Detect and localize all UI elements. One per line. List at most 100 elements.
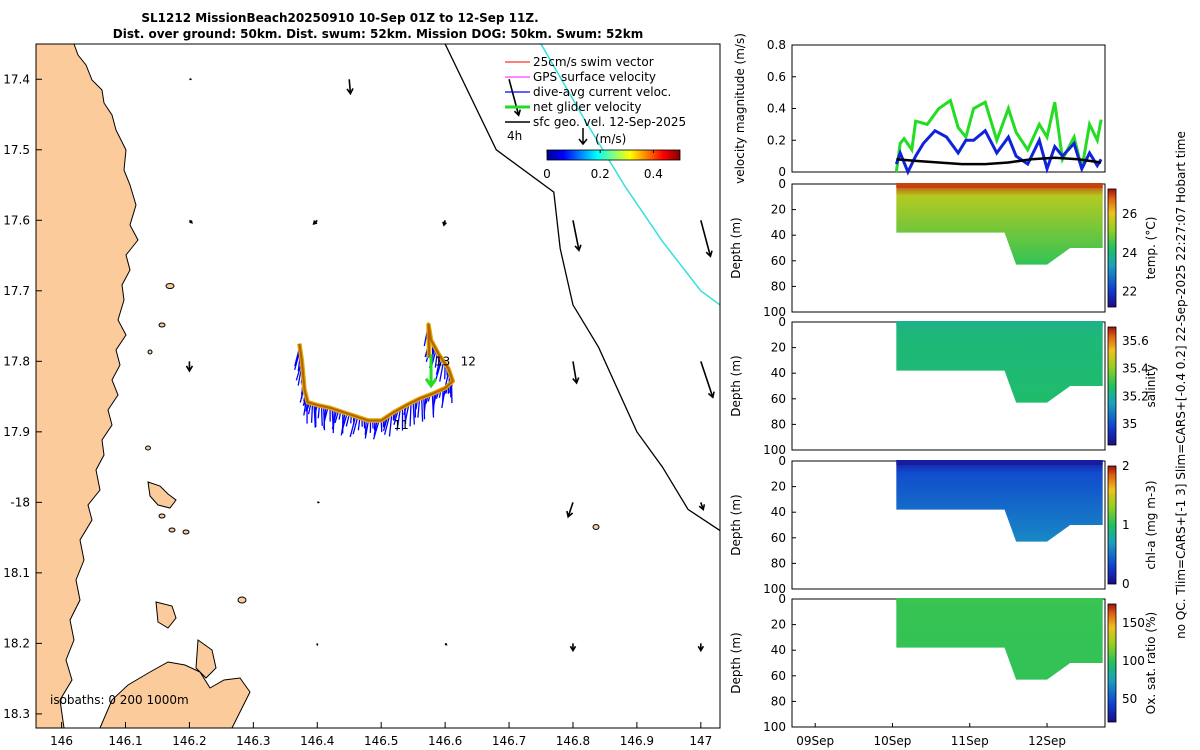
profile-colorbar (1107, 603, 1117, 723)
title-line1: SL1212 MissionBeach20250910 10-Sep 01Z t… (141, 11, 538, 25)
map-y-ticks: 17.4 17.5 17.6 17.7 17.8 17.9 -18 18.1 18.2 18.3 (3, 72, 42, 721)
island-7 (158, 513, 166, 519)
profile-y-tick-label: 80 (771, 556, 786, 570)
colorbar-tick-label: 100 (1122, 654, 1145, 668)
geo-vector-4 (442, 220, 447, 227)
colorbar-tick-label: 26 (1122, 207, 1137, 221)
geo-vector-2 (508, 79, 522, 117)
island-8 (168, 527, 176, 533)
map-panel: 11 12 13 25cm/s swim vector GPS surface ve… (3, 43, 721, 748)
current-vector (383, 414, 391, 435)
current-vector (323, 407, 329, 421)
geo-vector-14 (316, 643, 319, 647)
island-11 (592, 524, 600, 530)
profile-colorbar (1107, 465, 1117, 585)
time-tick-label: 11Sep (951, 734, 989, 748)
southern-headland (99, 661, 251, 728)
x-tick-label: 146.3 (236, 734, 270, 748)
current-vector (352, 416, 359, 435)
y-tick-label: 17.7 (3, 284, 30, 298)
geo-vector-11 (317, 501, 321, 504)
current-vector (409, 402, 412, 427)
profile-y-tick-label: 100 (763, 443, 786, 457)
y-tick-label: 17.4 (3, 72, 30, 86)
profile-y-tick-label: 0 (778, 592, 786, 606)
colorbar-tick-label: 0.4 (644, 167, 663, 181)
side-label: no QC. Tlim=CARS+[-1 3] Slim=CARS+[-0.4 … (1174, 131, 1188, 639)
profile-colorbar (1107, 188, 1117, 308)
current-vector (320, 405, 323, 426)
vel-y-axis-label: velocity magnitude (m/s) (733, 33, 747, 184)
day-label: 12 (461, 354, 476, 368)
profile-colorbar (1107, 326, 1117, 446)
geo-vector-9 (572, 361, 580, 385)
profile-y-tick-label: 20 (771, 341, 786, 355)
title-line2: Dist. over ground: 50km. Dist. swum: 52k… (113, 27, 643, 41)
surface-band (896, 460, 1103, 465)
vel-y-tick-label: 0.4 (767, 102, 786, 116)
time-tick-label: 12Sep (1028, 734, 1066, 748)
profile-y-tick-label: 100 (763, 720, 786, 734)
colorbar-tick-label: 35.4 (1122, 362, 1149, 376)
vel-series-0 (894, 98, 1103, 173)
profile-y-axis-label: Depth (m) (729, 632, 743, 693)
current-vector (373, 420, 378, 436)
geo-vector-16 (569, 643, 577, 653)
map-background (36, 44, 720, 728)
current-vector (421, 397, 424, 422)
day-label: 11 (394, 418, 409, 432)
current-vector (423, 396, 427, 412)
profile-y-tick-label: 80 (771, 694, 786, 708)
profile-fill (896, 322, 1103, 403)
current-vector (364, 420, 370, 439)
island-3 (165, 283, 175, 289)
island-10 (237, 596, 247, 604)
profile-y-tick-label: 20 (771, 480, 786, 494)
profile-y-tick-label: 40 (771, 643, 786, 657)
profile-y-tick-label: 100 (763, 582, 786, 596)
profile-y-axis-label: Depth (m) (729, 494, 743, 555)
map-x-ticks: 146 146.1 146.2 146.3 146.4 146.5 146.6 146.7 14… (50, 722, 712, 748)
island-5 (147, 349, 153, 355)
legend-arrow-icon (578, 128, 588, 146)
geo-vector-5 (188, 219, 193, 224)
legend-current-label: dive-avg current veloc. (533, 85, 671, 99)
colorbar-label: salinity (1144, 364, 1158, 407)
legend-geo-label: sfc geo. vel. 12-Sep-2025 (533, 115, 686, 129)
profile-y-tick-label: 40 (771, 505, 786, 519)
map-colorbar-ticks: 0 0.2 0.4 (543, 150, 663, 181)
profile-panel-salinity: 0 20 40 60 80 100 Depth (m) 35 35.2 35.4 35.6 salin… (729, 315, 1158, 457)
vel-y-tick-label: 0 (778, 165, 786, 179)
x-tick-label: 146.9 (620, 734, 654, 748)
current-vector (331, 409, 338, 430)
profile-y-tick-label: 40 (771, 228, 786, 242)
colorbar-tick-label: 1 (1122, 518, 1130, 532)
profile-y-tick-label: 0 (778, 454, 786, 468)
current-vector (388, 413, 393, 437)
colorbar-tick-label: 150 (1122, 616, 1145, 630)
isobath-200m-line (444, 44, 720, 532)
profile-y-tick-label: 40 (771, 366, 786, 380)
time-axis: 09Sep 10Sep 11Sep 12Sep (796, 723, 1066, 748)
current-vector (435, 358, 443, 380)
geo-vector-17 (697, 643, 705, 653)
y-tick-label: -18 (10, 495, 30, 509)
vel-y-tick-label: 0.8 (767, 38, 786, 52)
current-vector (341, 413, 348, 432)
profile-y-tick-label: 0 (778, 315, 786, 329)
current-vector (372, 420, 380, 440)
geo-vector-12 (566, 502, 574, 519)
geo-vector-1 (346, 79, 354, 96)
colorbar-tick-label: 0.2 (591, 167, 610, 181)
profile-y-tick-label: 80 (771, 417, 786, 431)
current-vector (313, 404, 316, 428)
vel-y-tick-label: 0.2 (767, 133, 786, 147)
current-vector (417, 398, 421, 418)
geo-vector-15 (444, 642, 448, 646)
colorbar-tick-label: 22 (1122, 285, 1137, 299)
profile-y-tick-label: 60 (771, 392, 786, 406)
track-day-labels: 11 12 13 (394, 354, 476, 431)
time-tick-label: 10Sep (874, 734, 912, 748)
map-legend: 25cm/s swim vector GPS surface velocity … (505, 55, 686, 181)
